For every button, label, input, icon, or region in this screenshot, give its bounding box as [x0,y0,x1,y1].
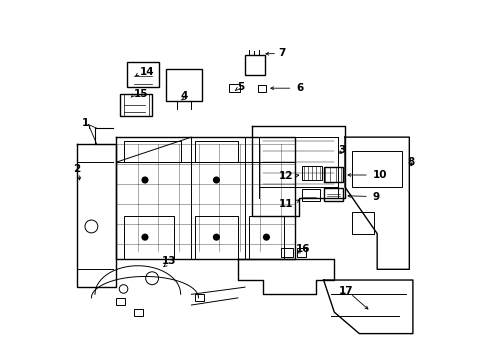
Text: 6: 6 [297,83,304,93]
Text: 2: 2 [73,164,80,174]
Text: 15: 15 [134,89,148,99]
Text: 8: 8 [407,157,415,167]
Text: 7: 7 [278,48,286,58]
Circle shape [142,234,148,240]
Text: 3: 3 [338,145,345,155]
Text: 11: 11 [279,199,294,208]
Text: 12: 12 [279,171,294,181]
Circle shape [214,234,220,240]
Text: 10: 10 [373,170,388,180]
Text: 9: 9 [373,192,380,202]
Text: 13: 13 [162,256,176,266]
Text: 17: 17 [339,286,353,296]
Text: 4: 4 [181,91,188,101]
Circle shape [214,177,220,183]
Text: 5: 5 [237,82,245,92]
Circle shape [142,177,148,183]
Text: 16: 16 [295,244,310,254]
Text: 1: 1 [82,118,89,128]
Circle shape [264,234,270,240]
Text: 14: 14 [140,67,154,77]
